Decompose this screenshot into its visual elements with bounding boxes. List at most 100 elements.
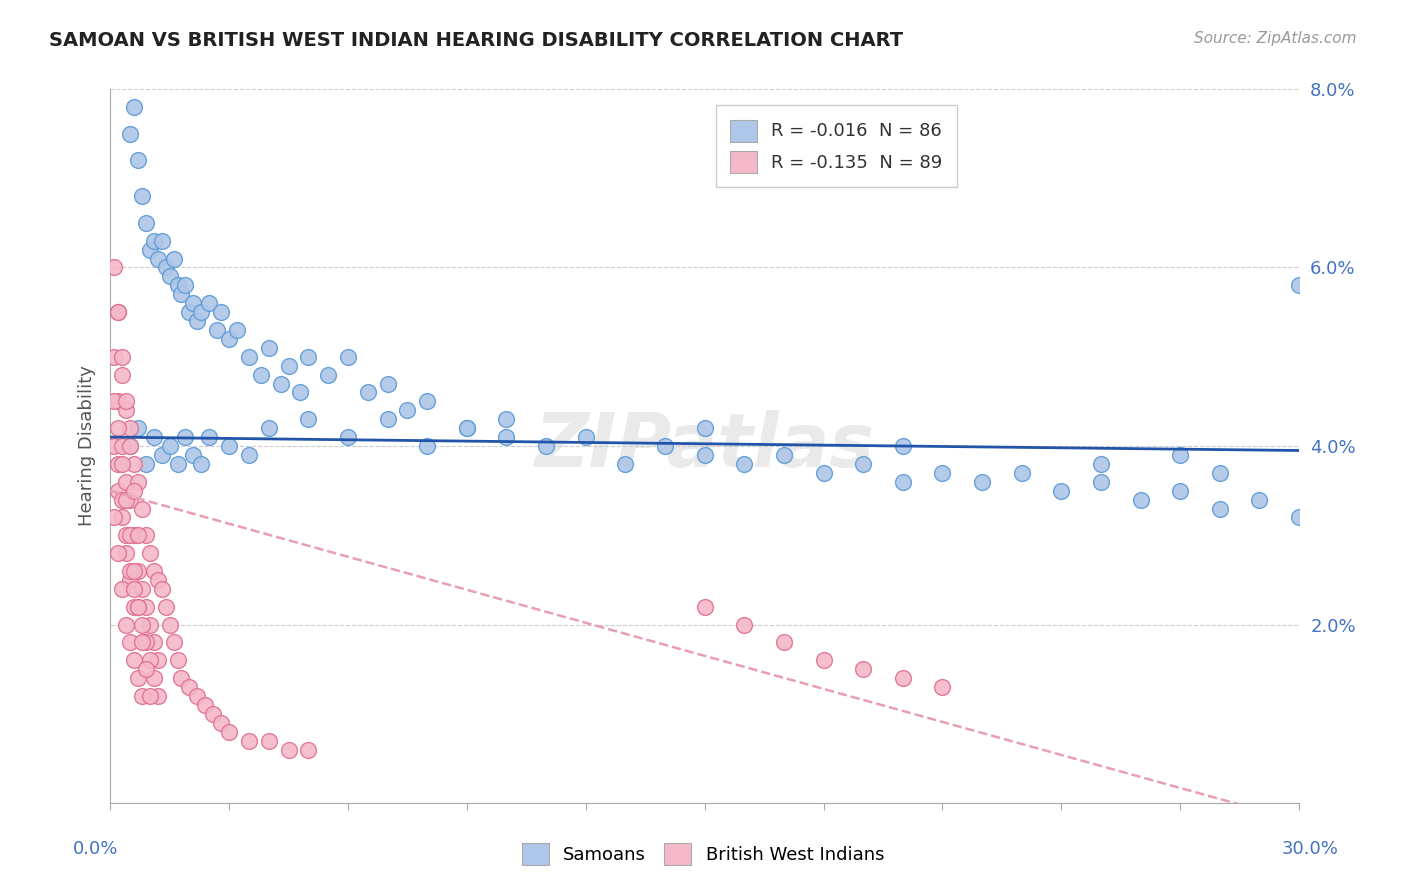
Point (297, 742, 319, 756)
Point (257, 341, 280, 355)
Point (150, 234, 173, 248)
Point (297, 350, 319, 364)
Point (150, 448, 173, 462)
Point (336, 430, 359, 444)
Point (416, 439, 439, 453)
Point (733, 617, 755, 632)
Point (118, 439, 141, 453)
Text: SAMOAN VS BRITISH WEST INDIAN HEARING DISABILITY CORRELATION CHART: SAMOAN VS BRITISH WEST INDIAN HEARING DI… (49, 31, 903, 50)
Point (142, 430, 165, 444)
Point (162, 252, 184, 266)
Point (122, 483, 145, 498)
Point (198, 296, 221, 310)
Point (107, 457, 129, 471)
Point (135, 528, 157, 542)
Point (183, 448, 205, 462)
Point (135, 457, 157, 471)
Point (146, 653, 169, 667)
Point (111, 582, 134, 596)
Point (396, 403, 419, 417)
Point (122, 528, 145, 542)
Point (142, 234, 165, 248)
Point (575, 430, 598, 444)
Point (693, 599, 716, 614)
Point (297, 412, 319, 426)
Point (142, 564, 165, 578)
Point (131, 189, 153, 203)
Point (118, 564, 141, 578)
Point (135, 662, 157, 676)
Point (614, 457, 637, 471)
Point (131, 582, 153, 596)
Point (131, 635, 153, 649)
Point (103, 439, 125, 453)
Point (270, 376, 292, 391)
Point (733, 457, 755, 471)
Point (131, 501, 153, 516)
Point (1168, 448, 1191, 462)
Point (135, 635, 157, 649)
Point (107, 394, 129, 409)
Point (218, 439, 240, 453)
Text: 30.0%: 30.0% (1282, 840, 1339, 858)
Point (107, 483, 129, 498)
Point (336, 350, 359, 364)
Point (115, 394, 138, 409)
Point (377, 412, 399, 426)
Point (813, 653, 835, 667)
Point (115, 403, 138, 417)
Point (773, 448, 796, 462)
Point (970, 475, 993, 489)
Point (103, 260, 125, 275)
Point (127, 153, 149, 168)
Point (111, 510, 134, 524)
Point (135, 216, 157, 230)
Point (139, 243, 162, 257)
Point (115, 475, 138, 489)
Point (135, 599, 157, 614)
Point (257, 421, 280, 435)
Point (495, 430, 517, 444)
Point (1011, 466, 1033, 480)
Point (115, 546, 138, 560)
Point (146, 573, 169, 587)
Point (290, 385, 312, 400)
Point (122, 599, 145, 614)
Point (238, 350, 260, 364)
Point (139, 689, 162, 703)
Point (1288, 278, 1310, 293)
Point (107, 305, 129, 319)
Point (852, 662, 875, 676)
Point (118, 127, 141, 141)
Point (142, 635, 165, 649)
Legend: Samoans, British West Indians: Samoans, British West Indians (515, 836, 891, 872)
Y-axis label: Hearing Disability: Hearing Disability (79, 366, 96, 526)
Point (205, 323, 228, 337)
Point (495, 412, 517, 426)
Point (852, 457, 875, 471)
Point (107, 546, 129, 560)
Point (103, 350, 125, 364)
Point (1090, 475, 1112, 489)
Point (1050, 483, 1073, 498)
Point (162, 635, 184, 649)
Point (103, 394, 125, 409)
Text: ZIPatlas: ZIPatlas (534, 409, 875, 483)
Point (693, 421, 716, 435)
Point (111, 457, 134, 471)
Point (166, 278, 188, 293)
Point (226, 323, 249, 337)
Point (159, 269, 181, 284)
Point (122, 100, 145, 114)
Point (277, 742, 299, 756)
Point (142, 671, 165, 685)
Point (186, 689, 208, 703)
Point (111, 492, 134, 507)
Point (218, 724, 240, 739)
Point (107, 305, 129, 319)
Legend: R = -0.016  N = 86, R = -0.135  N = 89: R = -0.016 N = 86, R = -0.135 N = 89 (716, 105, 957, 187)
Point (891, 671, 914, 685)
Point (183, 296, 205, 310)
Point (316, 368, 339, 382)
Point (416, 394, 439, 409)
